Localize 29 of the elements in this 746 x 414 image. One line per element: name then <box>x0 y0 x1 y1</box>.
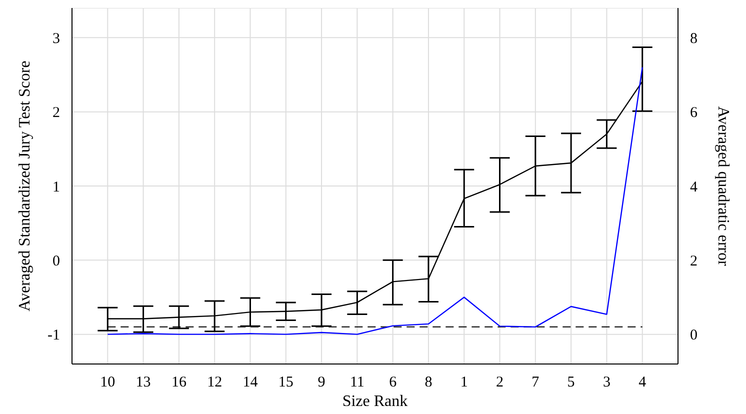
x-tick-label: 16 <box>171 374 187 391</box>
x-tick-label: 12 <box>207 374 222 391</box>
x-tick-label: 2 <box>496 374 504 391</box>
y-tick-label: 0 <box>52 253 60 270</box>
x-tick-label: 9 <box>318 374 326 391</box>
x-tick-label: 15 <box>278 374 294 391</box>
x-tick-label: 6 <box>389 374 398 391</box>
y2-tick-label: 8 <box>690 30 698 47</box>
x-tick-label: 5 <box>567 374 575 391</box>
y-tick-label: 2 <box>52 105 60 122</box>
x-tick-label: 10 <box>100 374 116 391</box>
y-tick-label: 3 <box>52 30 60 47</box>
x-tick-label: 8 <box>424 374 432 391</box>
x-axis-title: Size Rank <box>342 393 408 410</box>
y2-axis-title: Averaged quadratic error <box>714 106 732 266</box>
x-tick-label: 4 <box>638 374 647 391</box>
y2-tick-label: 6 <box>690 105 698 122</box>
y2-tick-label: 0 <box>690 328 698 344</box>
x-tick-label: 1 <box>460 374 468 391</box>
x-tick-label: 11 <box>350 374 364 391</box>
y-tick-label: 1 <box>52 179 60 196</box>
x-tick-label: 7 <box>532 374 540 391</box>
y-tick-label: -1 <box>48 328 60 344</box>
x-tick-label: 14 <box>242 374 258 391</box>
y2-tick-label: 4 <box>690 179 698 196</box>
x-tick-label: 13 <box>136 374 151 391</box>
y-axis-title: Averaged Standardized Jury Test Score <box>16 60 34 312</box>
y2-tick-label: 2 <box>690 253 698 270</box>
x-tick-label: 3 <box>602 374 610 391</box>
